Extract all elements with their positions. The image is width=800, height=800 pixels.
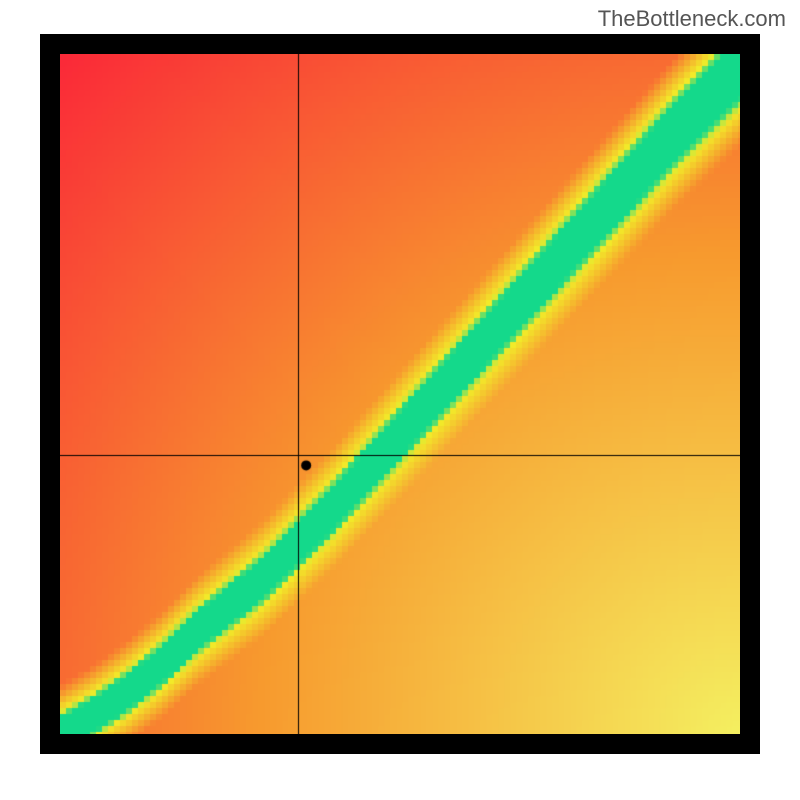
heatmap-canvas (60, 54, 740, 734)
plot-area (60, 54, 740, 734)
plot-frame (40, 34, 760, 754)
watermark-text: TheBottleneck.com (598, 6, 786, 32)
